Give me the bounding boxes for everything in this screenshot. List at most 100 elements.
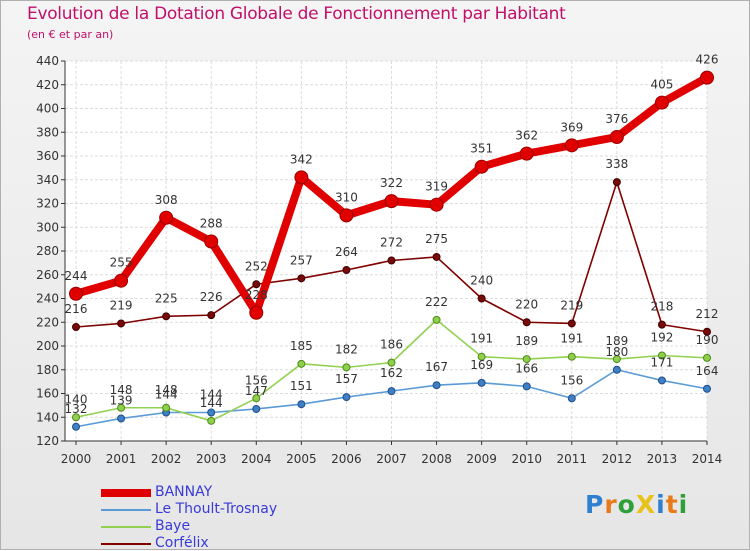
data-label-corf-lix: 275	[425, 232, 448, 246]
data-label-corf-lix: 252	[245, 259, 268, 273]
y-tick-label: 200	[36, 339, 59, 353]
data-point-bannay	[114, 273, 129, 288]
y-tick-label: 120	[36, 434, 59, 448]
data-point-le-thoult-trosnay	[703, 384, 711, 393]
y-tick-label: 140	[36, 410, 59, 424]
data-point-le-thoult-trosnay	[477, 378, 486, 387]
data-label-corf-lix: 216	[65, 302, 88, 316]
x-tick-label: 2008	[421, 452, 452, 466]
data-label-bannay: 405	[650, 78, 673, 92]
data-point-le-thoult-trosnay	[522, 382, 531, 391]
data-label-bannay: 369	[560, 120, 583, 134]
data-point-baye	[252, 394, 261, 403]
data-point-baye	[297, 359, 306, 368]
data-label-corf-lix: 219	[110, 298, 133, 312]
x-tick-label: 2012	[602, 452, 633, 466]
data-point-corf-lix	[387, 256, 396, 265]
data-point-bannay	[609, 130, 624, 144]
data-point-le-thoult-trosnay	[387, 387, 396, 396]
x-tick-label: 2011	[557, 452, 588, 466]
data-label-baye: 148	[155, 383, 178, 397]
data-label-le-thoult-trosnay: 144	[200, 388, 223, 402]
data-point-bannay	[339, 208, 354, 223]
y-tick-label: 300	[36, 220, 59, 234]
data-label-le-thoult-trosnay: 157	[335, 372, 358, 386]
legend-label-bannay: BANNAY	[155, 484, 213, 500]
y-tick-label: 320	[36, 197, 59, 211]
data-label-bannay: 426	[696, 53, 719, 67]
data-point-baye	[162, 403, 171, 412]
data-point-le-thoult-trosnay	[297, 400, 306, 409]
legend-item-corf-lix: Corfélix	[101, 535, 401, 551]
data-label-le-thoult-trosnay: 167	[425, 360, 448, 374]
legend-item-le-thoult-trosnay: Le Thoult-Trosnay	[101, 501, 401, 517]
data-label-baye: 185	[290, 339, 313, 353]
data-label-bannay: 244	[65, 269, 88, 283]
data-label-baye: 222	[425, 295, 448, 309]
data-point-bannay	[700, 70, 714, 85]
x-tick-label: 2002	[151, 452, 182, 466]
data-label-baye: 182	[335, 342, 358, 356]
data-label-le-thoult-trosnay: 139	[110, 393, 133, 407]
data-point-baye	[207, 416, 216, 425]
data-label-corf-lix: 212	[696, 307, 719, 321]
data-label-baye: 189	[605, 334, 628, 348]
data-label-le-thoult-trosnay: 132	[65, 402, 88, 416]
data-label-bannay: 288	[200, 217, 223, 231]
data-label-baye: 148	[110, 383, 133, 397]
legend-swatch-corf-lix	[101, 543, 151, 545]
data-point-corf-lix	[207, 311, 216, 320]
x-tick-label: 2007	[376, 452, 407, 466]
data-point-bannay	[474, 159, 489, 174]
data-label-bannay: 351	[470, 142, 493, 156]
chart-subtitle: (en € et par an)	[27, 28, 114, 41]
y-tick-label: 280	[36, 244, 59, 258]
legend-label-baye: Baye	[155, 518, 191, 534]
data-label-bannay: 322	[380, 176, 403, 190]
y-tick-label: 240	[36, 292, 59, 306]
y-tick-label: 260	[36, 268, 59, 282]
data-point-le-thoult-trosnay	[342, 393, 351, 402]
data-label-baye: 190	[696, 333, 719, 347]
data-label-baye: 144	[200, 396, 223, 410]
data-point-bannay	[69, 286, 83, 301]
x-tick-label: 2005	[286, 452, 317, 466]
data-point-corf-lix	[297, 274, 306, 283]
data-label-bannay: 255	[110, 256, 133, 270]
data-label-le-thoult-trosnay: 151	[290, 379, 313, 393]
data-label-le-thoult-trosnay: 144	[155, 388, 178, 402]
data-label-corf-lix: 226	[200, 290, 223, 304]
legend-label-corf-lix: Corfélix	[155, 535, 209, 551]
y-tick-label: 160	[36, 387, 59, 401]
data-point-bannay	[564, 138, 579, 153]
data-point-baye	[657, 351, 666, 360]
data-label-bannay: 310	[335, 190, 358, 204]
y-tick-label: 360	[36, 149, 59, 163]
data-label-corf-lix: 219	[560, 298, 583, 312]
chart-title: Evolution de la Dotation Globale de Fonc…	[27, 4, 566, 24]
legend-label-le-thoult-trosnay: Le Thoult-Trosnay	[155, 501, 278, 517]
data-point-baye	[387, 358, 396, 367]
data-point-le-thoult-trosnay	[657, 376, 666, 385]
data-point-baye	[477, 352, 486, 361]
data-label-corf-lix: 338	[605, 157, 628, 171]
data-point-le-thoult-trosnay	[252, 404, 261, 413]
proxiti-logo: ProXiti	[585, 490, 688, 519]
legend-swatch-le-thoult-trosnay	[101, 509, 151, 511]
data-label-baye: 191	[560, 332, 583, 346]
data-point-corf-lix	[342, 266, 351, 274]
data-label-baye: 192	[650, 331, 673, 345]
x-tick-label: 2006	[331, 452, 362, 466]
y-tick-label: 340	[36, 173, 59, 187]
data-point-corf-lix	[703, 327, 711, 336]
data-label-le-thoult-trosnay: 164	[696, 364, 719, 378]
data-label-corf-lix: 218	[650, 300, 673, 314]
y-tick-label: 400	[36, 102, 59, 116]
x-tick-label: 2013	[647, 452, 678, 466]
x-tick-label: 2003	[196, 452, 227, 466]
data-label-corf-lix: 264	[335, 245, 358, 259]
data-label-le-thoult-trosnay: 166	[515, 361, 538, 375]
y-tick-label: 420	[36, 78, 59, 92]
legend-swatch-bannay	[101, 489, 151, 497]
